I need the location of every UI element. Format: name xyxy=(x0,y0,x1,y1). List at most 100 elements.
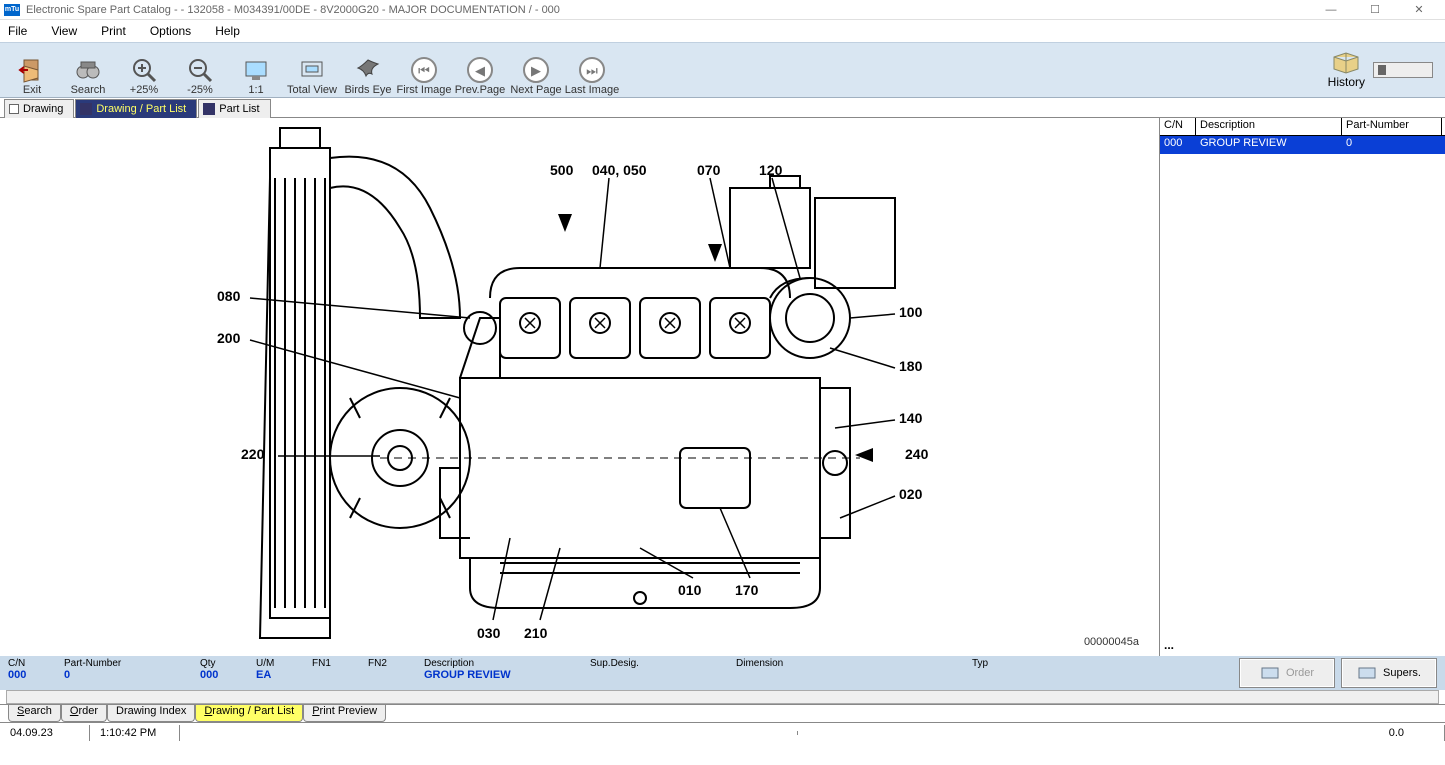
history-label: History xyxy=(1328,75,1365,89)
callout-070[interactable]: 070 xyxy=(697,162,720,178)
svg-text:◀: ◀ xyxy=(475,63,485,78)
arrow-down-icon xyxy=(558,214,572,232)
callout-040050[interactable]: 040, 050 xyxy=(592,162,647,178)
titlebar: mTu Electronic Spare Part Catalog - - 13… xyxy=(0,0,1445,20)
callout-220[interactable]: 220 xyxy=(241,446,264,462)
tab-drawing-part-list[interactable]: Drawing / Part List xyxy=(75,99,197,118)
cell-desc: GROUP REVIEW xyxy=(1196,136,1342,154)
detail-cn: C/N000 xyxy=(8,658,48,681)
nav-last-icon: ⏭ xyxy=(578,56,606,84)
tab-icon xyxy=(203,103,215,115)
callout-020[interactable]: 020 xyxy=(899,486,922,502)
col-cn[interactable]: C/N xyxy=(1160,118,1196,135)
horizontal-scrollbar[interactable] xyxy=(6,690,1439,704)
callout-120[interactable]: 120 xyxy=(759,162,782,178)
birds-button[interactable]: Birds Eye xyxy=(340,44,396,96)
nav-next-icon: ▶ xyxy=(522,56,550,84)
col-pn[interactable]: Part-Number xyxy=(1342,118,1442,135)
tab-part-list[interactable]: Part List xyxy=(198,99,270,118)
tab-icon xyxy=(80,103,92,115)
bird-icon xyxy=(354,56,382,84)
detail-fn: FN1 xyxy=(312,658,352,669)
bottom-tabs: SearchOrderDrawing IndexDrawing / Part L… xyxy=(0,704,1445,722)
window-title: Electronic Spare Part Catalog - - 132058… xyxy=(26,4,560,16)
history-slider[interactable] xyxy=(1373,62,1433,78)
detail-typ: Typ xyxy=(972,658,1032,669)
callout-140[interactable]: 140 xyxy=(899,410,922,426)
callout-500[interactable]: 500 xyxy=(550,162,573,178)
detail-qty: Qty000 xyxy=(200,658,240,681)
order-button: Order xyxy=(1239,658,1335,688)
zoomin-button[interactable]: +25% xyxy=(116,44,172,96)
checkbox-icon xyxy=(9,104,19,114)
menu-print[interactable]: Print xyxy=(101,24,126,38)
cell-cn: 000 xyxy=(1160,136,1196,154)
detail-supdesig: Sup.Desig. xyxy=(590,658,720,669)
callout-200[interactable]: 200 xyxy=(217,330,240,346)
app-icon: mTu xyxy=(4,4,20,16)
status-date: 04.09.23 xyxy=(0,725,90,741)
maximize-button[interactable]: ☐ xyxy=(1353,0,1397,20)
col-desc[interactable]: Description xyxy=(1196,118,1342,135)
svg-text:⏮: ⏮ xyxy=(418,63,430,78)
magminus-icon xyxy=(186,56,214,84)
callout-080[interactable]: 080 xyxy=(217,288,240,304)
parts-panel: C/NDescriptionPart-Number 000GROUP REVIE… xyxy=(1160,118,1445,656)
menu-options[interactable]: Options xyxy=(150,24,191,38)
menu-help[interactable]: Help xyxy=(215,24,240,38)
callout-210[interactable]: 210 xyxy=(524,625,547,641)
total-button[interactable]: Total View xyxy=(284,44,340,96)
totalview-icon xyxy=(298,56,326,84)
nav-first-icon: ⏮ xyxy=(410,56,438,84)
btab-order[interactable]: Order xyxy=(61,705,107,722)
status-time: 1:10:42 PM xyxy=(90,725,180,741)
button-icon xyxy=(1357,665,1377,681)
first-button[interactable]: ⏮First Image xyxy=(396,44,452,96)
prev-button[interactable]: ◀Prev.Page xyxy=(452,44,508,96)
toolbar: ExitSearch+25%-25%1:1Total ViewBirds Eye… xyxy=(0,42,1445,98)
arrow-left-icon xyxy=(855,448,873,462)
callout-010[interactable]: 010 xyxy=(678,582,701,598)
magplus-icon xyxy=(130,56,158,84)
menu-view[interactable]: View xyxy=(51,24,77,38)
table-row[interactable]: 000GROUP REVIEW0 xyxy=(1160,136,1445,154)
history-button[interactable]: History xyxy=(1328,51,1365,89)
detail-partnumber: Part-Number0 xyxy=(64,658,184,681)
callout-170[interactable]: 170 xyxy=(735,582,758,598)
one-button[interactable]: 1:1 xyxy=(228,44,284,96)
btab-drawing-part-list[interactable]: Drawing / Part List xyxy=(195,705,303,722)
view-tabs: DrawingDrawing / Part ListPart List xyxy=(0,98,1445,118)
next-button[interactable]: ▶Next Page xyxy=(508,44,564,96)
menu-file[interactable]: File xyxy=(8,24,27,38)
parts-header: C/NDescriptionPart-Number xyxy=(1160,118,1445,136)
minimize-button[interactable]: — xyxy=(1309,0,1353,20)
last-button[interactable]: ⏭Last Image xyxy=(564,44,620,96)
detail-um: U/MEA xyxy=(256,658,296,681)
zoomout-button[interactable]: -25% xyxy=(172,44,228,96)
btab-search[interactable]: Search xyxy=(8,705,61,722)
panel-resize-handle[interactable]: ... xyxy=(1160,634,1445,656)
tab-drawing[interactable]: Drawing xyxy=(4,99,74,118)
exit-button[interactable]: Exit xyxy=(4,44,60,96)
cell-pn: 0 xyxy=(1342,136,1442,154)
callout-240[interactable]: 240 xyxy=(905,446,928,462)
detail-dimension: Dimension xyxy=(736,658,956,669)
close-button[interactable]: ✕ xyxy=(1397,0,1441,20)
door-icon xyxy=(18,56,46,84)
btab-print-preview[interactable]: Print Preview xyxy=(303,705,386,722)
arrow-down-icon xyxy=(708,244,722,262)
callout-030[interactable]: 030 xyxy=(477,625,500,641)
callout-180[interactable]: 180 xyxy=(899,358,922,374)
menubar: File View Print Options Help xyxy=(0,20,1445,42)
svg-text:▶: ▶ xyxy=(531,63,541,78)
image-number: 00000045a xyxy=(1084,636,1139,648)
supers-button[interactable]: Supers. xyxy=(1341,658,1437,688)
btab-drawing-index[interactable]: Drawing Index xyxy=(107,705,195,722)
drawing-canvas[interactable]: 00000045a 500 040, 050 070 120 080 200 100 180 1… xyxy=(0,118,1160,656)
nav-prev-icon: ◀ xyxy=(466,56,494,84)
status-right: 0.0 xyxy=(798,725,1445,741)
binoc-icon xyxy=(74,56,102,84)
search-button[interactable]: Search xyxy=(60,44,116,96)
detail-strip: C/N000Part-Number0Qty000U/MEAFN1FN2Descr… xyxy=(0,656,1445,690)
callout-100[interactable]: 100 xyxy=(899,304,922,320)
